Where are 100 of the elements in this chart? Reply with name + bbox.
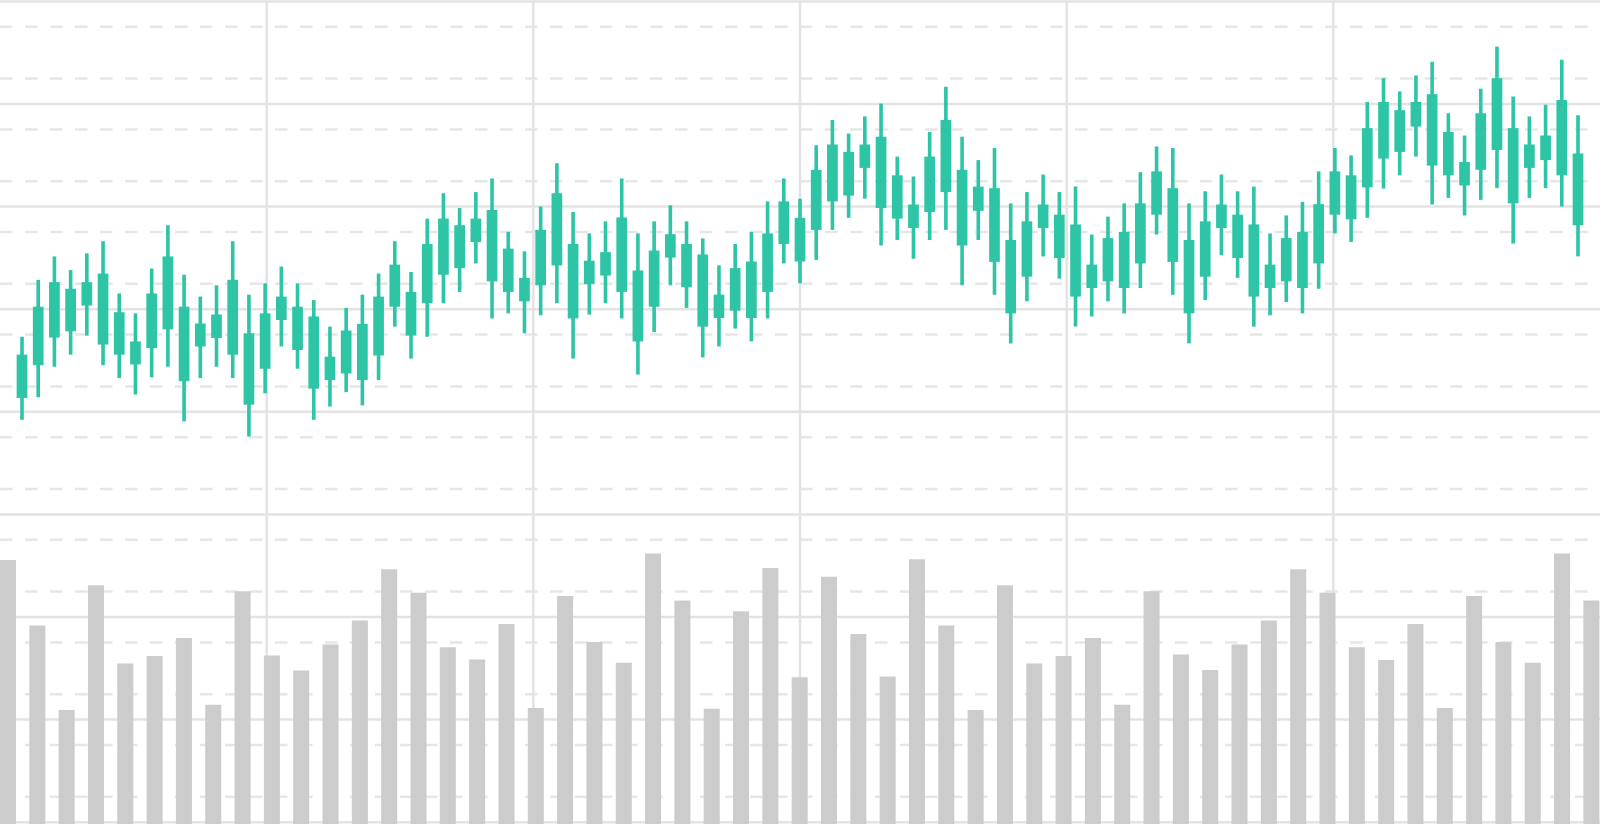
- bar: [322, 644, 339, 824]
- candlestick: [324, 324, 336, 409]
- bar: [1436, 707, 1453, 824]
- bar: [1319, 592, 1336, 824]
- bar: [1290, 569, 1307, 824]
- candlestick: [502, 230, 514, 316]
- bar: [234, 591, 251, 824]
- bar: [1114, 704, 1131, 824]
- bar: [791, 677, 808, 824]
- bar: [850, 634, 867, 824]
- candlestick: [1540, 102, 1551, 190]
- bar: [1495, 641, 1512, 824]
- candlestick: [1459, 133, 1470, 218]
- bar: [821, 576, 838, 824]
- bar: [586, 641, 603, 824]
- bar: [498, 624, 515, 824]
- candlestick: [972, 158, 984, 242]
- candlestick: [1216, 172, 1227, 258]
- candlestick: [340, 306, 352, 394]
- bar: [205, 704, 222, 824]
- candlestick: [389, 239, 401, 329]
- candlestick: [1329, 146, 1341, 236]
- bar: [410, 592, 427, 824]
- candlestick: [194, 294, 206, 380]
- bar: [381, 569, 398, 824]
- candlestick: [664, 203, 676, 288]
- bar: [1143, 591, 1160, 824]
- bar: [762, 568, 779, 824]
- bar: [469, 659, 486, 824]
- candlestick: [16, 334, 28, 422]
- bar: [0, 559, 17, 824]
- candlestick: [1345, 153, 1357, 244]
- candlestick: [843, 131, 854, 220]
- bar: [674, 600, 691, 824]
- candlestick: [275, 264, 287, 349]
- bar: [879, 676, 896, 824]
- bar: [1231, 644, 1248, 824]
- candlestick: [1232, 189, 1243, 280]
- candlestick: [794, 196, 806, 286]
- candlestick: [1053, 190, 1065, 281]
- bar: [1407, 624, 1424, 824]
- candlestick: [1102, 214, 1114, 304]
- bar: [1202, 670, 1219, 824]
- candlestick: [519, 249, 530, 336]
- bar: [29, 625, 46, 824]
- bar: [175, 638, 192, 824]
- bar: [1084, 638, 1101, 824]
- candlestick: [1524, 114, 1535, 200]
- candlestick: [713, 263, 725, 349]
- bar: [1554, 553, 1571, 824]
- candlestick: [1280, 213, 1292, 304]
- bar: [1172, 654, 1189, 824]
- candlestick: [729, 242, 741, 331]
- bar: [1524, 662, 1541, 824]
- candlestick: [859, 114, 871, 201]
- bar: [615, 662, 632, 824]
- bar: [996, 585, 1013, 824]
- bar: [87, 585, 104, 824]
- bar: [1055, 655, 1072, 824]
- bar: [1026, 663, 1043, 824]
- bar: [293, 670, 310, 824]
- bar: [967, 710, 984, 824]
- bar: [557, 595, 574, 824]
- bar: [1583, 600, 1600, 824]
- candlestick: [292, 281, 303, 371]
- bar: [1378, 660, 1395, 824]
- candlestick: [130, 311, 141, 397]
- bar: [703, 708, 720, 824]
- candlestick: [908, 174, 919, 261]
- bar: [908, 559, 925, 824]
- bar: [938, 625, 955, 824]
- candlestick: [778, 176, 790, 266]
- bar: [351, 620, 368, 824]
- candlestick: [1442, 111, 1454, 200]
- candlestick: [1394, 89, 1406, 178]
- candlestick: [1151, 144, 1162, 237]
- candlestick: [405, 270, 417, 361]
- candlestick: [600, 219, 611, 306]
- bar: [117, 663, 134, 824]
- bar: [439, 647, 456, 824]
- candlestick: [1410, 73, 1422, 159]
- candlestick: [211, 283, 222, 369]
- candlestick: [583, 231, 595, 317]
- bar: [733, 611, 750, 824]
- candlestick: [470, 190, 482, 266]
- bar: [58, 710, 75, 824]
- candlestick: [891, 154, 903, 242]
- bar: [1260, 620, 1277, 824]
- candlestick: [81, 251, 93, 338]
- candlestick: [1086, 232, 1098, 319]
- bar: [1466, 595, 1483, 824]
- candlestick: [1264, 231, 1276, 318]
- bar: [263, 655, 280, 824]
- candlestick: [1037, 172, 1049, 259]
- bar: [527, 707, 544, 824]
- candlestick: [681, 219, 692, 310]
- candlestick: [454, 206, 465, 294]
- bar: [146, 655, 163, 824]
- candlestick: [65, 268, 76, 357]
- candlestick: [113, 291, 125, 380]
